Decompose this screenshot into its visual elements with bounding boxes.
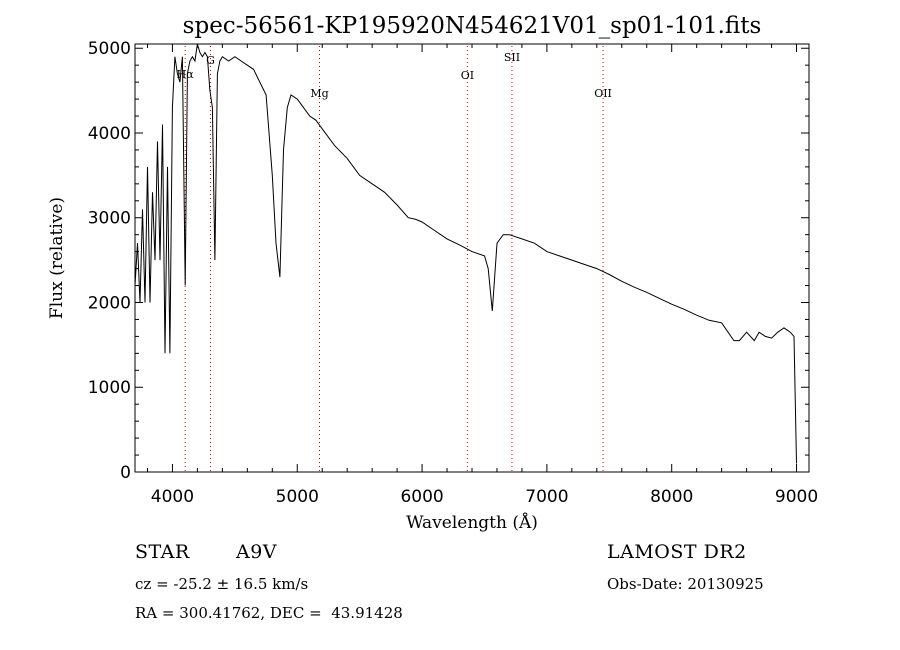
ra-dec: RA = 300.41762, DEC = 43.91428 bbox=[135, 604, 403, 622]
x-axis: 4000 5000 6000 7000 8000 9000 bbox=[146, 44, 818, 507]
spectrum-line bbox=[134, 43, 797, 464]
y-tick-label: 5000 bbox=[88, 39, 131, 59]
object-subclass: A9V bbox=[236, 541, 278, 563]
x-tick-label: 9000 bbox=[775, 487, 818, 507]
x-tick-label: 5000 bbox=[276, 487, 319, 507]
y-tick-label: 0 bbox=[120, 463, 131, 483]
x-tick-label: 7000 bbox=[525, 487, 568, 507]
y-axis-label: Flux (relative) bbox=[47, 197, 67, 319]
plot-frame bbox=[134, 43, 810, 473]
obs-date: Obs-Date: 20130925 bbox=[607, 575, 764, 593]
x-tick-label: 4000 bbox=[151, 487, 194, 507]
y-tick-label: 1000 bbox=[88, 378, 131, 398]
y-tick-label: 4000 bbox=[88, 124, 131, 144]
marker-label: OII bbox=[594, 87, 612, 100]
spectrum-series bbox=[134, 43, 797, 464]
x-tick-label: 8000 bbox=[650, 487, 693, 507]
redshift-cz: cz = -25.2 ± 16.5 km/s bbox=[135, 575, 309, 593]
marker-label: G bbox=[206, 54, 215, 67]
x-tick-label: 6000 bbox=[400, 487, 443, 507]
marker-label: OI bbox=[461, 69, 474, 82]
chart-title: spec-56561-KP195920N454621V01_sp01-101.f… bbox=[183, 13, 762, 39]
y-tick-label: 3000 bbox=[88, 209, 131, 229]
survey-name: LAMOST DR2 bbox=[607, 541, 747, 563]
object-class: STAR bbox=[135, 541, 190, 563]
marker-label: Mg bbox=[310, 87, 328, 100]
x-axis-label: Wavelength (Å) bbox=[406, 512, 538, 533]
marker-label: SII bbox=[504, 51, 520, 64]
y-tick-label: 2000 bbox=[88, 293, 131, 313]
y-axis: 0 1000 2000 3000 4000 5000 bbox=[88, 39, 809, 483]
